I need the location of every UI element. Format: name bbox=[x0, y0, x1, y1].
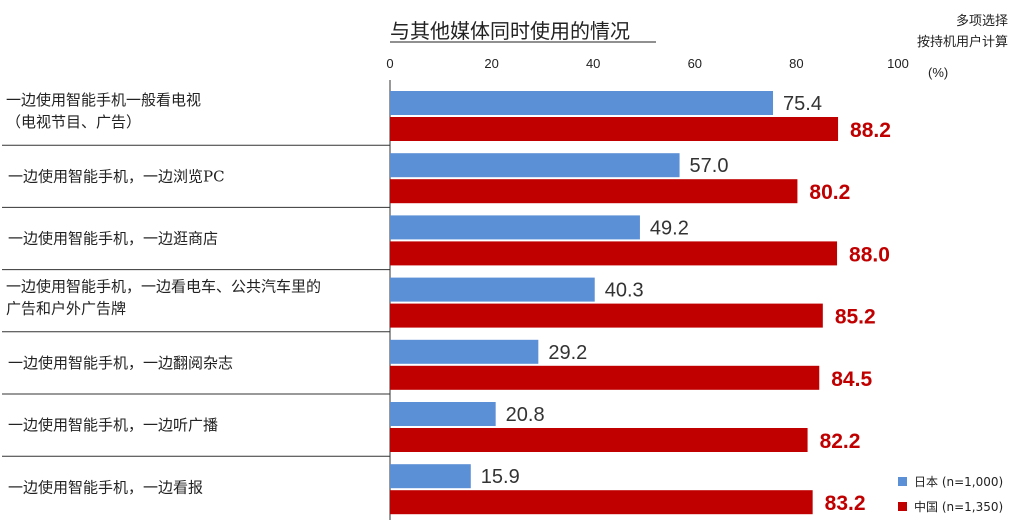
data-label-china: 88.0 bbox=[849, 243, 890, 266]
data-label-japan: 20.8 bbox=[506, 404, 545, 426]
category-label: 一边使用智能手机，一边听广播 bbox=[8, 416, 218, 434]
note-basis: 按持机用户计算 bbox=[917, 34, 1008, 50]
x-tick-label: 80 bbox=[789, 56, 803, 71]
bar-china bbox=[390, 241, 838, 266]
category-label: 一边使用智能手机，一边看报 bbox=[8, 478, 203, 496]
category-label-line2: （电视节目、广告） bbox=[6, 113, 141, 131]
bar-japan bbox=[390, 402, 496, 426]
legend-swatch-japan bbox=[898, 477, 907, 486]
bar-japan bbox=[390, 464, 471, 489]
bar-japan bbox=[390, 277, 595, 302]
bar-china bbox=[390, 179, 798, 204]
bar-china bbox=[390, 428, 808, 452]
bar-china bbox=[390, 365, 820, 390]
category-label: 一边使用智能手机，一边看电车、公共汽车里的 bbox=[6, 278, 321, 296]
category-label: 一边使用智能手机，一边浏览PC bbox=[8, 167, 225, 185]
data-label-china: 84.5 bbox=[831, 368, 872, 391]
chart-title: 与其他媒体同时使用的情况 bbox=[390, 19, 630, 43]
data-label-china: 85.2 bbox=[835, 306, 876, 329]
bar-japan bbox=[390, 91, 774, 115]
note-multiple-choice: 多项选择 bbox=[956, 13, 1008, 29]
legend-swatch-china bbox=[898, 502, 907, 511]
bar-china bbox=[390, 117, 839, 141]
x-tick-label: 60 bbox=[688, 56, 702, 71]
category-label: 一边使用智能手机，一边逛商店 bbox=[8, 230, 218, 248]
data-label-japan: 15.9 bbox=[481, 466, 520, 488]
category-label: 一边使用智能手机，一边翻阅杂志 bbox=[8, 354, 233, 372]
unit-label: (%) bbox=[928, 65, 948, 80]
data-label-china: 80.2 bbox=[809, 181, 850, 204]
bar-china bbox=[390, 303, 823, 328]
category-label-line2: 广告和户外广告牌 bbox=[6, 300, 126, 318]
data-label-japan: 49.2 bbox=[650, 217, 689, 239]
category-label: 一边使用智能手机一般看电视 bbox=[6, 91, 201, 109]
legend-label-china: 中国 (n=1,350) bbox=[914, 499, 1003, 514]
x-tick-label: 20 bbox=[484, 56, 498, 71]
data-label-japan: 40.3 bbox=[605, 280, 644, 302]
data-label-japan: 57.0 bbox=[690, 155, 729, 177]
data-label-china: 88.2 bbox=[850, 119, 891, 142]
bar-japan bbox=[390, 153, 680, 178]
x-tick-label: 40 bbox=[586, 56, 600, 71]
x-tick-label: 100 bbox=[887, 56, 909, 71]
data-label-japan: 75.4 bbox=[783, 93, 822, 115]
bar-china bbox=[390, 490, 813, 515]
data-label-china: 82.2 bbox=[820, 430, 861, 453]
legend-label-japan: 日本 (n=1,000) bbox=[914, 475, 1003, 489]
x-tick-label: 0 bbox=[386, 56, 393, 71]
data-label-china: 83.2 bbox=[825, 492, 866, 515]
bar-japan bbox=[390, 339, 539, 364]
bar-japan bbox=[390, 215, 640, 240]
data-label-japan: 29.2 bbox=[548, 342, 587, 364]
